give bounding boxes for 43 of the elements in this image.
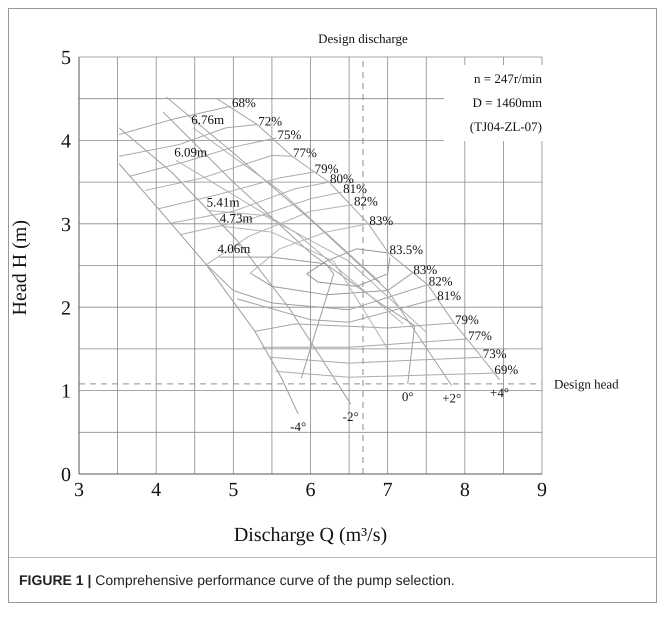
x-tick-label: 5 (228, 479, 238, 502)
x-tick-label: 9 (537, 479, 547, 502)
x-tick-label: 8 (460, 479, 470, 502)
series-label: 4.73m (220, 210, 253, 226)
series-label: 73% (482, 346, 507, 362)
series-label: 83.5% (389, 242, 424, 257)
series-label: 82% (354, 194, 378, 209)
parameter-box: n = 247r/min D = 1460mm (TJ04-ZL-07) (444, 65, 544, 141)
series-label: -2° (342, 408, 359, 424)
x-tick-label: 6 (306, 479, 316, 502)
series-label: 72% (258, 114, 282, 129)
series-label: 6.09m (174, 144, 208, 160)
series-label: 75% (278, 126, 302, 142)
series-label: 0° (402, 388, 414, 404)
annotation: (TJ04-ZL-07) (468, 118, 542, 136)
series-label: +4° (490, 384, 510, 400)
series-label: 81% (437, 288, 462, 303)
series-label: 6.76m (191, 112, 224, 127)
annotation: n = 247r/min (473, 70, 542, 88)
caption: FIGURE 1 | Comprehensive performance curve of the pump selection. (9, 557, 656, 602)
x-tick-label: 4 (151, 479, 162, 502)
series-label: +2° (442, 390, 462, 406)
y-tick-label: 3 (61, 214, 71, 236)
series-label: 69% (494, 362, 518, 378)
ref-line-label: Design discharge (318, 31, 408, 46)
y-tick-label: 5 (61, 47, 71, 70)
y-axis-title: Head H (m) (9, 220, 32, 316)
y-tick-label: 0 (61, 464, 71, 486)
annotation: D = 1460mm (472, 94, 542, 112)
y-tick-label: 2 (61, 297, 71, 320)
series-label: 77% (292, 145, 317, 160)
x-tick-label: 7 (382, 479, 393, 502)
series-label: -4° (290, 418, 306, 434)
series-label: 79% (455, 312, 480, 328)
series-label: 5.41m (206, 194, 240, 210)
ref-line-label: Design head (554, 376, 620, 392)
series-label: 4.06m (217, 241, 250, 256)
y-tick-label: 4 (61, 130, 71, 152)
series-label: 77% (468, 328, 492, 343)
series-label: 68% (232, 95, 256, 110)
y-tick-label: 1 (61, 380, 71, 403)
x-axis-title: Discharge Q (m³/s) (234, 524, 388, 546)
series-label: 83% (369, 212, 394, 228)
